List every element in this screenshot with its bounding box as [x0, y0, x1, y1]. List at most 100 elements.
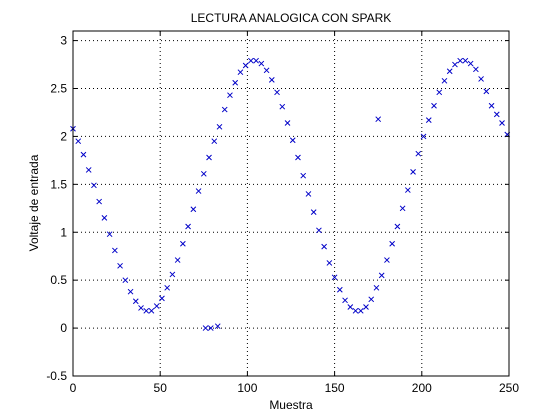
data-point [232, 79, 239, 86]
data-point [352, 307, 359, 314]
x-tick-label: 250 [499, 381, 519, 395]
x-tick-label: 100 [237, 381, 257, 395]
data-point [357, 307, 364, 314]
data-point [295, 154, 301, 161]
data-point [431, 102, 437, 109]
data-point [268, 77, 275, 83]
data-point [253, 57, 259, 64]
data-point [415, 150, 422, 157]
data-point [310, 209, 317, 215]
data-point [216, 123, 223, 130]
data-point [174, 257, 181, 263]
data-point [284, 120, 291, 126]
data-point [211, 138, 218, 145]
data-point [499, 120, 505, 126]
data-point [143, 307, 150, 314]
y-axis-label: Voltaje de entrada [27, 154, 41, 251]
data-point [316, 227, 322, 234]
data-point [399, 205, 406, 212]
data-point [206, 154, 212, 161]
data-point [112, 247, 118, 254]
data-point [389, 240, 396, 247]
data-point [202, 325, 209, 331]
data-point [425, 117, 432, 123]
data-point [159, 295, 165, 302]
data-point [342, 297, 348, 304]
data-point [200, 170, 207, 177]
x-tick-label: 50 [154, 381, 168, 395]
data-point [274, 89, 280, 96]
ticks [72, 31, 510, 377]
data-point [138, 305, 144, 311]
data-point [195, 188, 202, 194]
data-point [462, 57, 469, 64]
x-tick-labels: 0 50 100 150 200 250 [70, 381, 520, 395]
data-point [446, 68, 453, 75]
y-tick-label: 3 [60, 34, 67, 48]
data-point [190, 206, 197, 213]
data-point [331, 274, 338, 281]
data-point [394, 223, 401, 230]
data-point [420, 133, 427, 140]
data-point [473, 66, 479, 73]
data-point [153, 303, 160, 309]
data-point [263, 67, 270, 74]
data-point [478, 76, 484, 82]
data-point [378, 272, 385, 279]
x-tick-label: 0 [70, 381, 77, 395]
data-point [375, 116, 382, 123]
data-point [106, 231, 113, 238]
data-point [242, 62, 249, 69]
data-point [75, 138, 82, 145]
data-point [214, 323, 221, 330]
axes-box [72, 30, 510, 377]
data-point [300, 172, 307, 179]
data-point [227, 92, 233, 99]
data-point [279, 103, 286, 110]
y-tick-label: 2.5 [50, 82, 67, 96]
data-point [363, 304, 369, 310]
data-point [80, 151, 87, 158]
data-point [452, 61, 458, 68]
y-tick-label: 1.5 [50, 177, 67, 191]
data-markers [70, 57, 511, 331]
x-tick-label: 200 [412, 381, 432, 395]
data-point [91, 182, 97, 189]
data-point [373, 284, 380, 291]
data-point [132, 298, 139, 305]
data-point [404, 187, 411, 193]
data-point [96, 198, 103, 205]
data-point [321, 243, 327, 250]
data-point [347, 304, 354, 310]
data-point [185, 223, 191, 230]
data-point [148, 307, 155, 314]
data-point [467, 60, 474, 67]
data-point [410, 169, 416, 175]
data-point [180, 240, 186, 247]
data-point [457, 57, 464, 64]
y-tick-label: 1 [60, 225, 67, 239]
data-point [305, 191, 312, 197]
data-point [85, 167, 92, 173]
data-point [326, 260, 333, 266]
data-point [336, 286, 343, 293]
data-point [483, 88, 490, 95]
data-point [221, 106, 228, 113]
x-axis-label: Muestra [269, 398, 313, 412]
data-point [368, 296, 375, 303]
data-point [488, 102, 495, 109]
data-point [169, 271, 176, 278]
y-tick-label: 2 [60, 129, 67, 143]
data-point [289, 137, 296, 144]
data-point [436, 89, 443, 96]
y-tick-label: 0.5 [50, 273, 67, 287]
x-tick-label: 150 [325, 381, 345, 395]
data-point [117, 262, 123, 269]
data-point [237, 69, 244, 76]
data-point [384, 257, 390, 263]
y-tick-labels: -0.5 0 0.5 1 1.5 2 2.5 3 [46, 34, 67, 383]
y-tick-label: 0 [60, 321, 67, 335]
data-point [164, 284, 171, 291]
